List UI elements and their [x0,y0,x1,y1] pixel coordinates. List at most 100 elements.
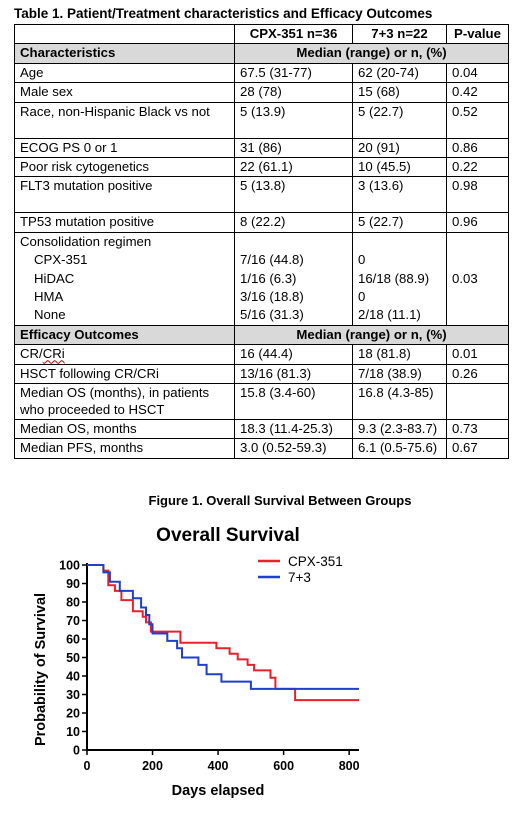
seven-value: 15 (68) [352,82,447,103]
section-subheader: Median (range) or n, (%) [234,324,509,346]
row-label: HSCT following CR/CRi [14,363,235,385]
consolidation-row: HiDAC 1/16 (6.3) 16/18 (88.9) [14,269,509,289]
y-tick-label: 80 [66,596,80,610]
table-row: CR/CRi 16 (44.4) 18 (81.8) 0.01 [14,344,509,365]
seven-value: 18 (81.8) [352,344,447,365]
consolidation-item-label: HMA [14,288,235,307]
consolidation-label: Consolidation regimen [14,231,235,252]
p-value: 0.98 [446,176,509,214]
table-row: FLT3 mutation positive 5 (13.8) 3 (13.6) 0.… [14,176,509,214]
cpx-value [234,231,353,252]
y-axis-label: Probability of Survival [33,593,49,746]
row-label: FLT3 mutation positive [14,176,235,214]
table-row: Male sex 28 (78) 15 (68) 0.42 [14,82,509,103]
y-tick-label: 20 [66,707,80,721]
table-row: TP53 mutation positive 8 (22.2) 5 (22.7) 0.… [14,212,509,233]
cpx-value: 8 (22.2) [234,212,353,233]
p-value: 0.67 [446,438,509,459]
chart-title: Overall Survival [156,525,300,546]
consolidation-row: None 5/16 (31.3) 2/18 (11.1) [14,306,509,326]
p-value: 0.26 [446,363,509,385]
table-row: Median PFS, months 3.0 (0.52-59.3) 6.1 (0.… [14,438,509,459]
legend-label: 7+3 [288,570,311,585]
cpx-value: 7/16 (44.8) [234,251,353,270]
section-header-label: Characteristics [14,43,235,64]
column-header: CPX-351 n=36 [234,23,353,45]
y-tick-label: 30 [66,688,80,702]
y-tick-label: 10 [66,725,80,739]
consolidation-p-value: 0.03 [446,231,509,326]
consolidation-item-text: CPX-351 [34,252,88,268]
cpx-value: 5 (13.8) [234,176,353,214]
seven-value: 5 (22.7) [352,212,447,233]
consolidation-row: HMA 3/16 (18.8) 0 [14,288,509,307]
seven-value: 6.1 (0.5-75.6) [352,438,447,459]
seven-value: 20 (91) [352,137,447,159]
section-subheader: Median (range) or n, (%) [234,43,509,64]
p-value [446,383,509,420]
seven-value: 7/18 (38.9) [352,363,447,385]
x-tick-label: 0 [84,759,91,773]
cpx-value: 15.8 (3.4-60) [234,383,353,420]
table-row: HSCT following CR/CRi 13/16 (81.3) 7/18 (3… [14,363,509,385]
x-axis-label: Days elapsed [172,783,265,799]
column-header: 7+3 n=22 [352,23,447,45]
cpx-value: 3.0 (0.52-59.3) [234,438,353,459]
y-tick-label: 40 [66,670,80,684]
seven-value: 3 (13.6) [352,176,447,214]
cpx-value: 5 (13.9) [234,101,353,139]
cpx-value: 31 (86) [234,137,353,159]
x-tick-label: 600 [273,759,294,773]
y-tick-label: 0 [73,744,80,758]
consolidation-item-label: HiDAC [14,269,235,289]
y-tick-label: 100 [59,559,80,573]
row-label: CR/CRi [14,344,235,365]
column-header: P-value [446,23,509,45]
row-label: Male sex [14,82,235,103]
table-row: Median OS (months), in patients who proc… [14,383,509,420]
y-tick-label: 60 [66,633,80,647]
table-row: Age 67.5 (31-77) 62 (20-74) 0.04 [14,62,509,84]
seven-value: 16.8 (4.3-85) [352,383,447,420]
table-title: Table 1. Patient/Treatment characteristi… [14,6,433,21]
seven-value: 16/18 (88.9) [352,269,447,289]
seven-value: 0 [352,288,447,307]
p-value: 0.96 [446,212,509,233]
consolidation-item-text: HMA [34,289,64,305]
consolidation-header-row: Consolidation regimen 0.03 [14,231,509,326]
consolidation-item-text: HiDAC [34,270,75,286]
table-row: Median OS, months 18.3 (11.4-25.3) 9.3 (2.… [14,418,509,440]
row-label: Median OS, months [14,418,235,440]
x-tick-label: 400 [208,759,229,773]
seven-value: 10 (45.5) [352,157,447,178]
cpx-value: 28 (78) [234,82,353,103]
table-column-header-row: CPX-351 n=36 7+3 n=22 P-value [14,23,509,45]
cpx-value: 18.3 (11.4-25.3) [234,418,353,440]
x-tick-label: 800 [339,759,360,773]
figure-caption: Figure 1. Overall Survival Between Group… [148,493,412,508]
row-label: Median OS (months), in patients who proc… [14,383,235,420]
p-value: 0.22 [446,157,509,178]
seven-value: 62 (20-74) [352,62,447,84]
row-label: Age [14,62,235,84]
y-tick-label: 90 [66,577,80,591]
x-tick-label: 200 [142,759,163,773]
consolidation-item-text: None [34,307,66,323]
consolidation-item-label: CPX-351 [14,251,235,270]
cpx-value: 13/16 (81.3) [234,363,353,385]
row-label: Poor risk cytogenetics [14,157,235,178]
table-row: Race, non-Hispanic Black vs not 5 (13.9) 5… [14,101,509,139]
y-tick-label: 50 [66,651,80,665]
legend-label: CPX-351 [288,554,343,569]
cpx-value: 67.5 (31-77) [234,62,353,84]
seven-value: 9.3 (2.3-83.7) [352,418,447,440]
seven-value: 0 [352,251,447,270]
seven-value [352,231,447,252]
p-value: 0.73 [446,418,509,440]
p-value: 0.01 [446,344,509,365]
seven-value: 5 (22.7) [352,101,447,139]
row-label: Race, non-Hispanic Black vs not [14,101,235,139]
series-line-seven-plus-three [87,564,359,690]
characteristics-table: CPX-351 n=36 7+3 n=22 P-value Characteristi… [14,23,509,459]
series-line-cpx351 [87,564,359,702]
